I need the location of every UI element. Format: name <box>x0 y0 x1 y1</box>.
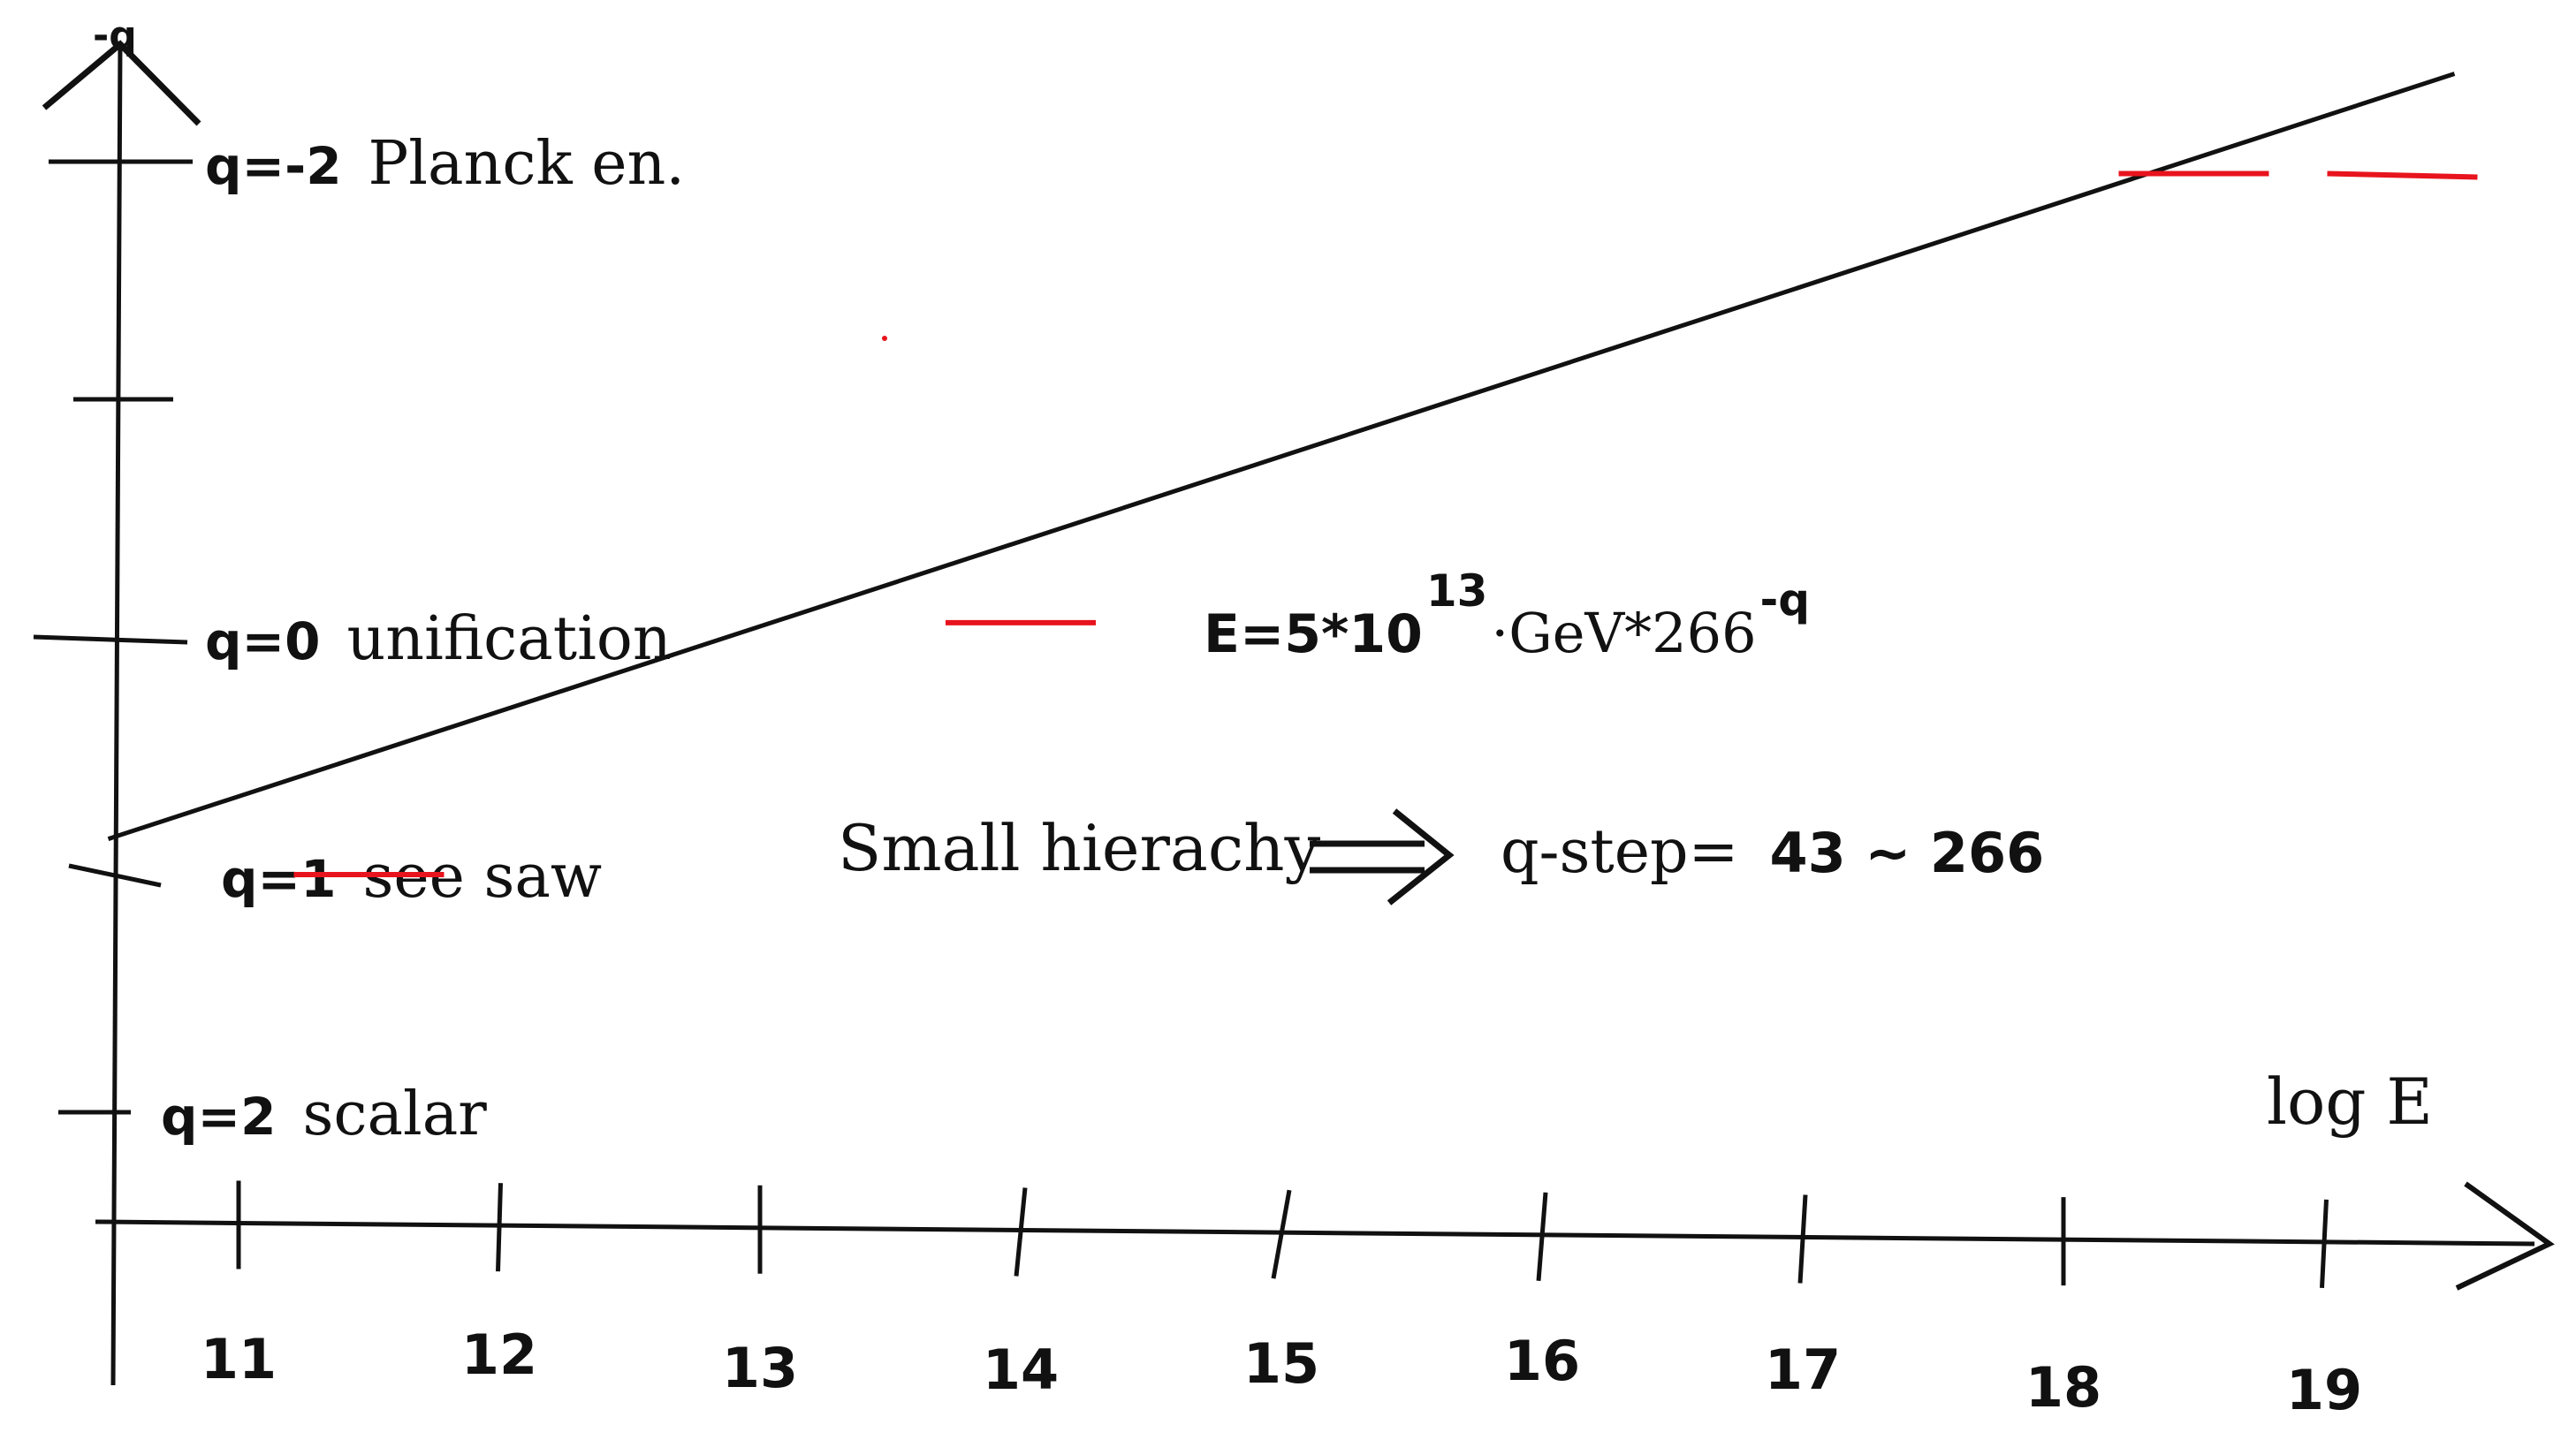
x-tick-mark <box>1536 1192 1548 1282</box>
x-axis-arrowhead <box>2455 1181 2555 1291</box>
y-tick-label: q=2 scalar <box>161 1080 487 1149</box>
formula-exponent-2: -q <box>1760 574 1811 625</box>
note-right-value: 43 ~ 266 <box>1769 821 2044 885</box>
series-line <box>107 72 2456 842</box>
x-axis <box>95 1219 2535 1247</box>
x-tick-mark <box>1797 1194 1808 1284</box>
x-axis-label: log E <box>2267 1065 2433 1139</box>
y-tick-q: q=0 <box>205 611 320 671</box>
x-tick-mark <box>1014 1187 1028 1277</box>
series-layer <box>107 72 2456 842</box>
note-right-word: q-step= <box>1501 817 1738 887</box>
double-arrow-icon <box>1310 808 1455 906</box>
x-ticks: 11 12 13 14 15 16 17 18 19 <box>201 1180 2362 1422</box>
x-tick-label: 16 <box>1504 1329 1580 1393</box>
y-axis-label: -q <box>93 13 137 58</box>
y-tick-label: q=0 unification <box>205 604 672 674</box>
y-tick-desc: Planck en. <box>369 129 685 199</box>
formula-annotation: E=5*10 13 ·GeV*266 -q <box>1204 565 1810 665</box>
y-tick-desc: scalar <box>302 1080 487 1149</box>
y-axis-arrowhead <box>42 40 201 126</box>
formula-prefix: E=5*10 <box>1204 603 1423 665</box>
red-dot <box>882 336 887 341</box>
x-tick-label: 19 <box>2286 1358 2362 1422</box>
x-tick-label: 18 <box>2025 1355 2101 1420</box>
formula-exponent-1: 13 <box>1426 565 1488 617</box>
x-tick-mark <box>1271 1189 1292 1279</box>
x-tick-label: 12 <box>461 1322 537 1387</box>
note-right: q-step= 43 ~ 266 <box>1501 817 2044 887</box>
x-tick-label: 15 <box>1243 1331 1319 1396</box>
red-marker <box>2327 171 2478 180</box>
y-tick-q: q=2 <box>161 1087 276 1147</box>
y-tick-mark <box>33 634 188 645</box>
y-tick-q: q=-2 <box>205 136 342 196</box>
y-tick-q: q=1 <box>221 849 336 909</box>
y-tick-desc: unification <box>346 604 671 674</box>
y-tick-label: q=-2 Planck en. <box>205 129 685 199</box>
x-tick-label: 11 <box>201 1327 277 1391</box>
x-tick-label: 13 <box>722 1336 798 1400</box>
x-tick-mark <box>2320 1199 2329 1288</box>
note-left: Small hierachy <box>838 811 1321 885</box>
red-markers <box>293 171 2478 877</box>
y-axis <box>110 43 123 1386</box>
x-tick-label: 14 <box>983 1338 1059 1402</box>
x-tick-mark <box>496 1183 503 1272</box>
x-tick-label: 17 <box>1765 1338 1841 1402</box>
y-tick-mark <box>68 863 162 888</box>
formula-mid: ·GeV*266 <box>1491 601 1756 665</box>
